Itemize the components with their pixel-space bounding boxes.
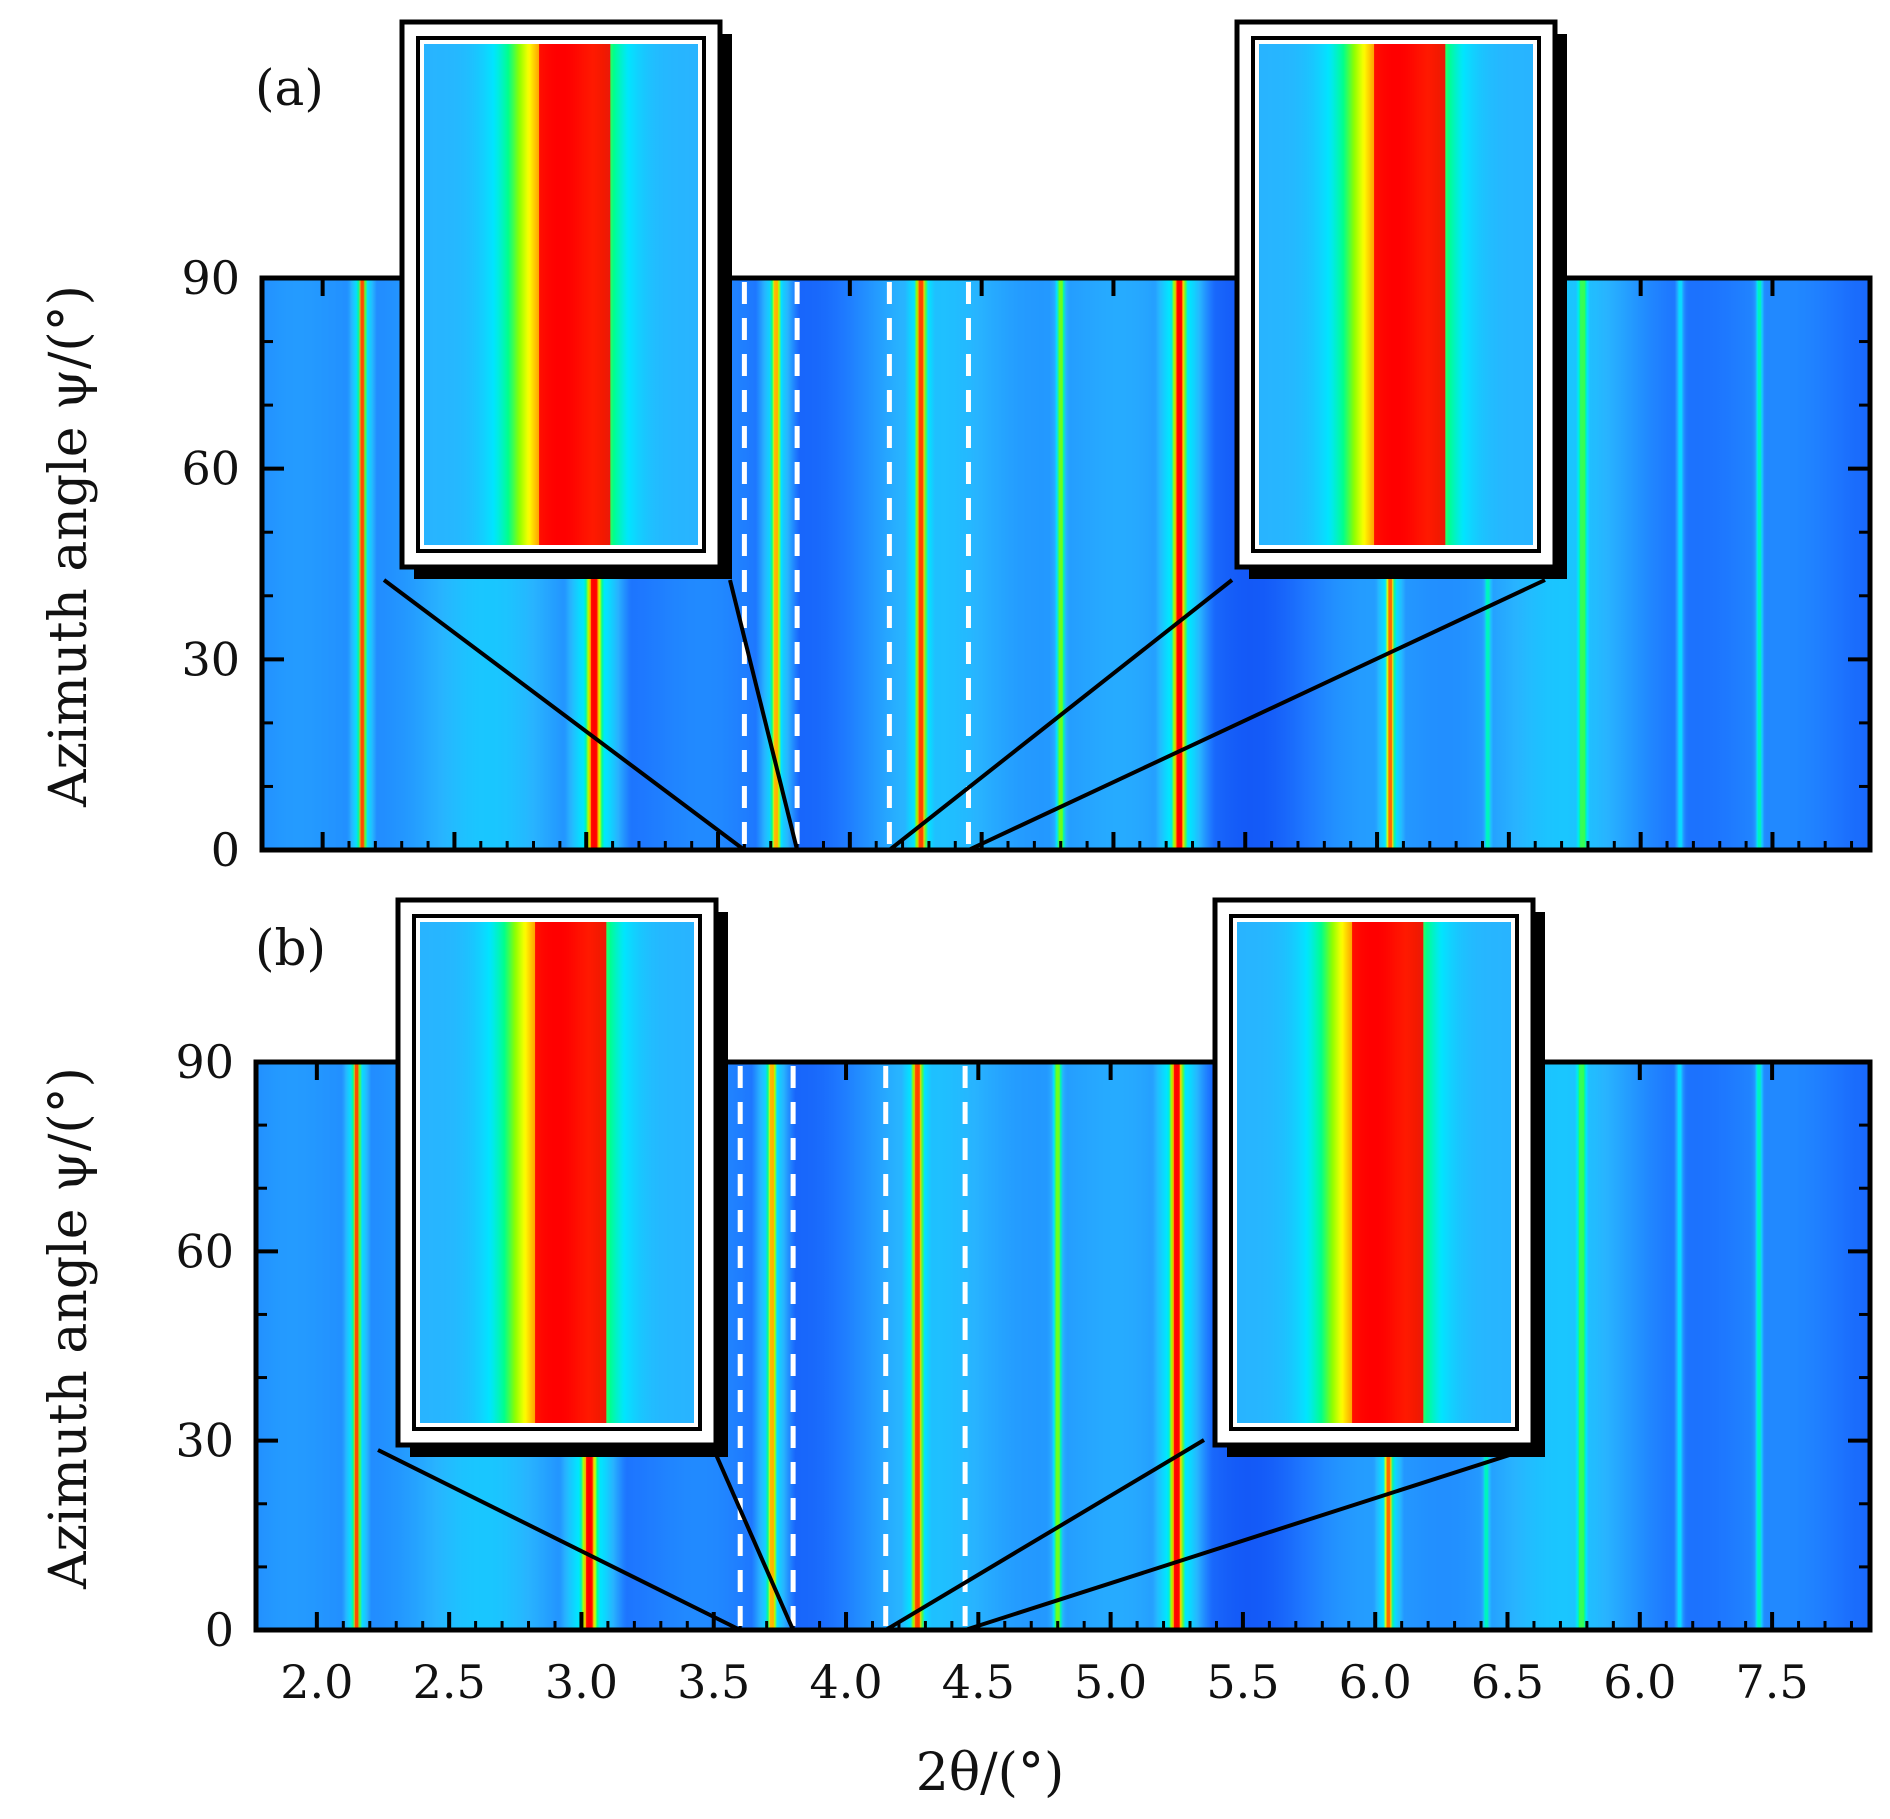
y-tick-label: 0 [211,823,240,877]
x-tick-label: 4.5 [942,1655,1015,1709]
panel-b: 2.0 2.5 3.0 3.5 4.0 4.5 5.0 5.5 6.0 6.5 6.0 7.5 0 30 6… [39,897,1873,1709]
y-tick-label: 60 [181,442,240,496]
zoom-connector [884,1438,1206,1632]
inset-peak-core [539,44,611,545]
x-tick-label: 2.5 [413,1655,486,1709]
x-tick-label: 5.5 [1206,1655,1279,1709]
inset-left [395,897,728,1457]
inset-left [399,19,732,579]
x-axis-title: 2θ/(°) [916,1743,1064,1803]
zoom-connector [964,1448,1526,1632]
y-axis-title: Azimuth angle ψ/(°) [39,1067,99,1590]
y-axis-title: Azimuth angle ψ/(°) [39,285,99,808]
panels: 0 30 60 90 Azimuth angle ψ/(°) (a) 2.0 2.5 3.0 3.… [39,19,1873,1709]
x-tick-label: 3.0 [545,1655,618,1709]
y-tick-label: 90 [175,1035,234,1089]
zoom-connector [382,578,746,852]
y-tick-label: 30 [181,632,240,686]
zoom-connector [712,1449,795,1631]
zoom-connector [967,578,1546,852]
zoom-connector [377,1448,742,1632]
inset-peak-core [535,922,607,1423]
inset-peak-core [1374,44,1446,545]
y-tick-label: 0 [205,1603,234,1657]
y-tick-label: 30 [175,1414,234,1468]
y-tick-label: 90 [181,251,240,305]
inset-peak-core [1352,922,1424,1423]
x-tick-label: 4.0 [809,1655,882,1709]
inset-right [1234,19,1567,579]
x-tick-label: 3.5 [677,1655,750,1709]
x-tick-label: 2.0 [280,1655,353,1709]
plot-frame [253,1059,1873,1633]
panel-a: 0 30 60 90 Azimuth angle ψ/(°) (a) [39,19,1873,877]
x-tick-label: 7.5 [1736,1655,1809,1709]
y-tick-label: 60 [175,1224,234,1278]
plot-frame [259,275,1873,853]
zoom-connector [728,579,800,851]
x-tick-label: 5.0 [1074,1655,1147,1709]
inset-right [1212,897,1545,1457]
panel-label: (a) [255,59,324,117]
x-tick-label: 6.0 [1603,1655,1676,1709]
panel-label: (b) [255,919,326,977]
x-tick-label: 6.5 [1471,1655,1544,1709]
x-tick-label: 6.0 [1339,1655,1412,1709]
zoom-connector [888,578,1234,852]
